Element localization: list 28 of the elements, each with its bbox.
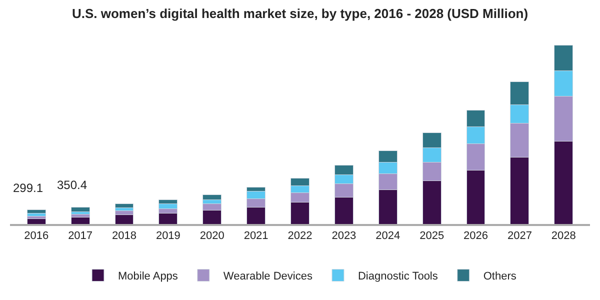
bar <box>70 216 90 224</box>
x-tick-label: 2024 <box>376 230 400 242</box>
legend-label: Mobile Apps <box>118 270 178 283</box>
bar <box>158 212 178 224</box>
bar <box>114 204 134 208</box>
x-tick-label: 2017 <box>68 230 93 242</box>
annotation: 350.4 <box>57 178 88 192</box>
x-tick-label: 2022 <box>288 230 312 242</box>
x-tick-label: 2025 <box>420 230 444 242</box>
annotation: 299.1 <box>13 181 44 195</box>
chart-title: U.S. women’s digital health market size, by type, 2016 - 2028 (USD Million) <box>72 6 528 22</box>
x-tick-label: 2020 <box>200 230 224 242</box>
x-tick-label: 2028 <box>551 230 576 242</box>
legend-label: Others <box>483 270 517 283</box>
x-tick-label: 2026 <box>464 230 488 242</box>
x-tick-label: 2018 <box>112 230 136 242</box>
bar <box>26 218 46 224</box>
legend-label: Diagnostic Tools <box>358 270 438 283</box>
x-tick-label: 2019 <box>156 230 180 242</box>
x-tick-label: 2023 <box>332 230 356 242</box>
bar <box>202 194 222 200</box>
x-tick-label: 2021 <box>244 230 268 242</box>
x-tick-label: 2027 <box>507 230 532 242</box>
bar <box>26 210 46 214</box>
legend-label: Wearable Devices <box>223 270 313 283</box>
bar <box>70 207 90 212</box>
bar <box>114 214 134 224</box>
x-tick-label: 2016 <box>24 230 49 242</box>
